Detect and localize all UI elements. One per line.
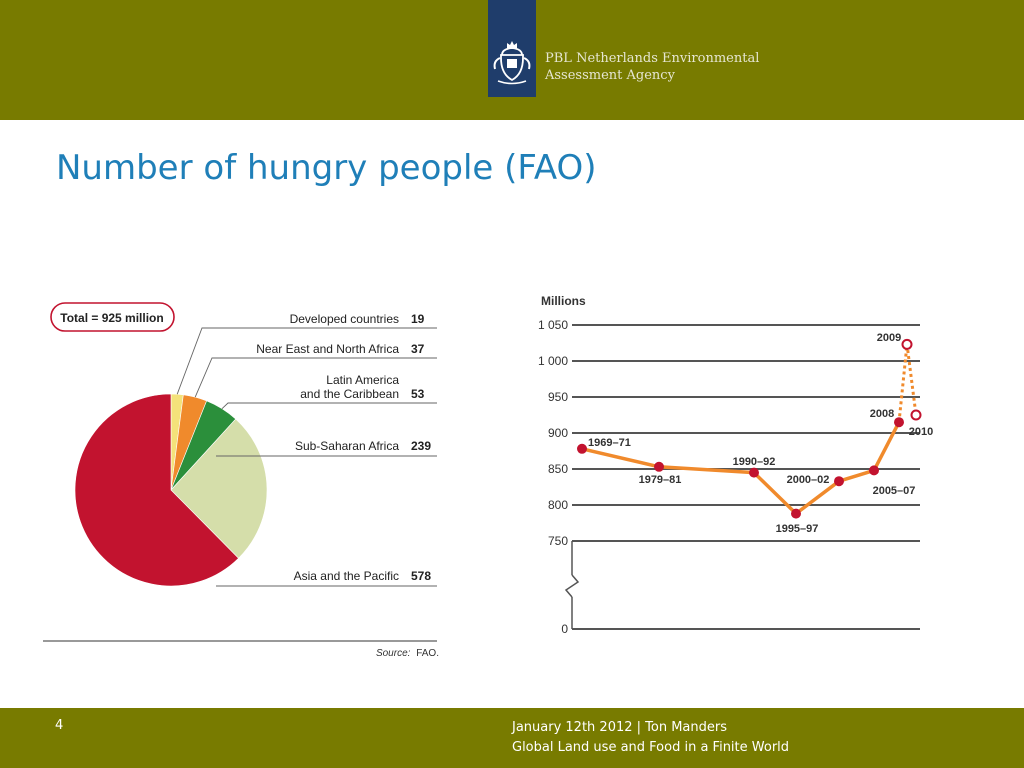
line-chart: Millions 0 750 800 850 900 950 1 000 1 050 1969… (538, 294, 933, 636)
slice-label-line1: Latin America (326, 373, 399, 387)
data-point (749, 467, 759, 478)
line-series (581, 342, 918, 516)
callout-leader (176, 327, 437, 395)
point-label: 2008 (870, 408, 894, 420)
slice-value: 37 (411, 342, 425, 356)
point-label: 2009 (877, 332, 901, 344)
footer-band (0, 708, 1024, 768)
y-tick-label: 850 (548, 462, 568, 476)
pie-callouts: Developed countries 19 Near East and North… (176, 312, 437, 587)
y-tick-label: 900 (548, 426, 568, 440)
slice-label: Near East and North Africa (256, 342, 399, 356)
point-label: 1979–81 (639, 474, 682, 486)
data-point (791, 508, 801, 519)
callout-leader (221, 402, 437, 410)
point-label: 1990–92 (733, 456, 776, 468)
agency-name: PBL Netherlands Environmental Assessment… (545, 50, 805, 84)
page-number: 4 (55, 718, 64, 733)
point-label: 2000–02 (787, 474, 830, 486)
y-tick-label: 1 000 (538, 354, 568, 368)
y-tick-labels: 0 750 800 850 900 950 1 000 1 050 (538, 318, 568, 636)
slide-title: Number of hungry people (FAO) (56, 148, 597, 188)
agency-name-line2: Assessment Agency (545, 68, 675, 83)
slice-value: 53 (411, 387, 425, 401)
footer-text: January 12th 2012 | Ton Manders Global L… (512, 718, 789, 758)
source-note: Source: FAO. (376, 648, 439, 659)
point-label: 2010 (909, 426, 933, 438)
slice-label: Asia and the Pacific (294, 569, 399, 583)
point-label: 1969–71 (588, 437, 631, 449)
footer-date-author: January 12th 2012 | Ton Manders (512, 720, 728, 735)
data-point (869, 465, 879, 476)
data-point (894, 417, 904, 428)
slice-value: 578 (411, 569, 431, 583)
y-tick-label: 800 (548, 498, 568, 512)
data-point (577, 443, 587, 454)
point-label: 1995–97 (776, 523, 819, 535)
y-tick-label: 0 (561, 622, 568, 636)
source-prefix: Source: (376, 648, 411, 659)
data-point (654, 461, 664, 472)
line-points (577, 338, 922, 519)
slice-label: Developed countries (290, 312, 399, 326)
slice-label: Sub-Saharan Africa (295, 439, 399, 453)
data-point (834, 476, 844, 487)
y-tick-label: 750 (548, 534, 568, 548)
point-label: 2005–07 (873, 485, 916, 497)
slice-value: 239 (411, 439, 431, 453)
footer-presentation-title: Global Land use and Food in a Finite Wor… (512, 740, 790, 755)
slice-value: 19 (411, 312, 425, 326)
logo-box (488, 0, 536, 97)
pie-slices (74, 393, 268, 587)
pie-chart: Total = 925 million Developed countries 1… (43, 302, 439, 659)
coat-of-arms-icon (493, 41, 531, 85)
total-badge (50, 302, 175, 332)
pie-slice (170, 418, 268, 559)
slice-label-line2: and the Caribbean (300, 387, 399, 401)
pie-slice (74, 393, 239, 587)
axis-break-icon (564, 574, 580, 598)
agency-name-line1: PBL Netherlands Environmental (545, 51, 760, 66)
y-tick-label: 950 (548, 390, 568, 404)
data-point (910, 409, 922, 421)
point-labels: 1969–71 1979–81 1990–92 1995–97 2000–02 2005–… (588, 332, 933, 535)
y-axis-unit-label: Millions (541, 294, 586, 308)
gridlines (564, 324, 920, 630)
source-text: FAO. (416, 648, 439, 659)
total-label: Total = 925 million (60, 311, 163, 325)
y-tick-label: 1 050 (538, 318, 568, 332)
data-point (901, 338, 913, 350)
callout-leader (194, 357, 437, 398)
